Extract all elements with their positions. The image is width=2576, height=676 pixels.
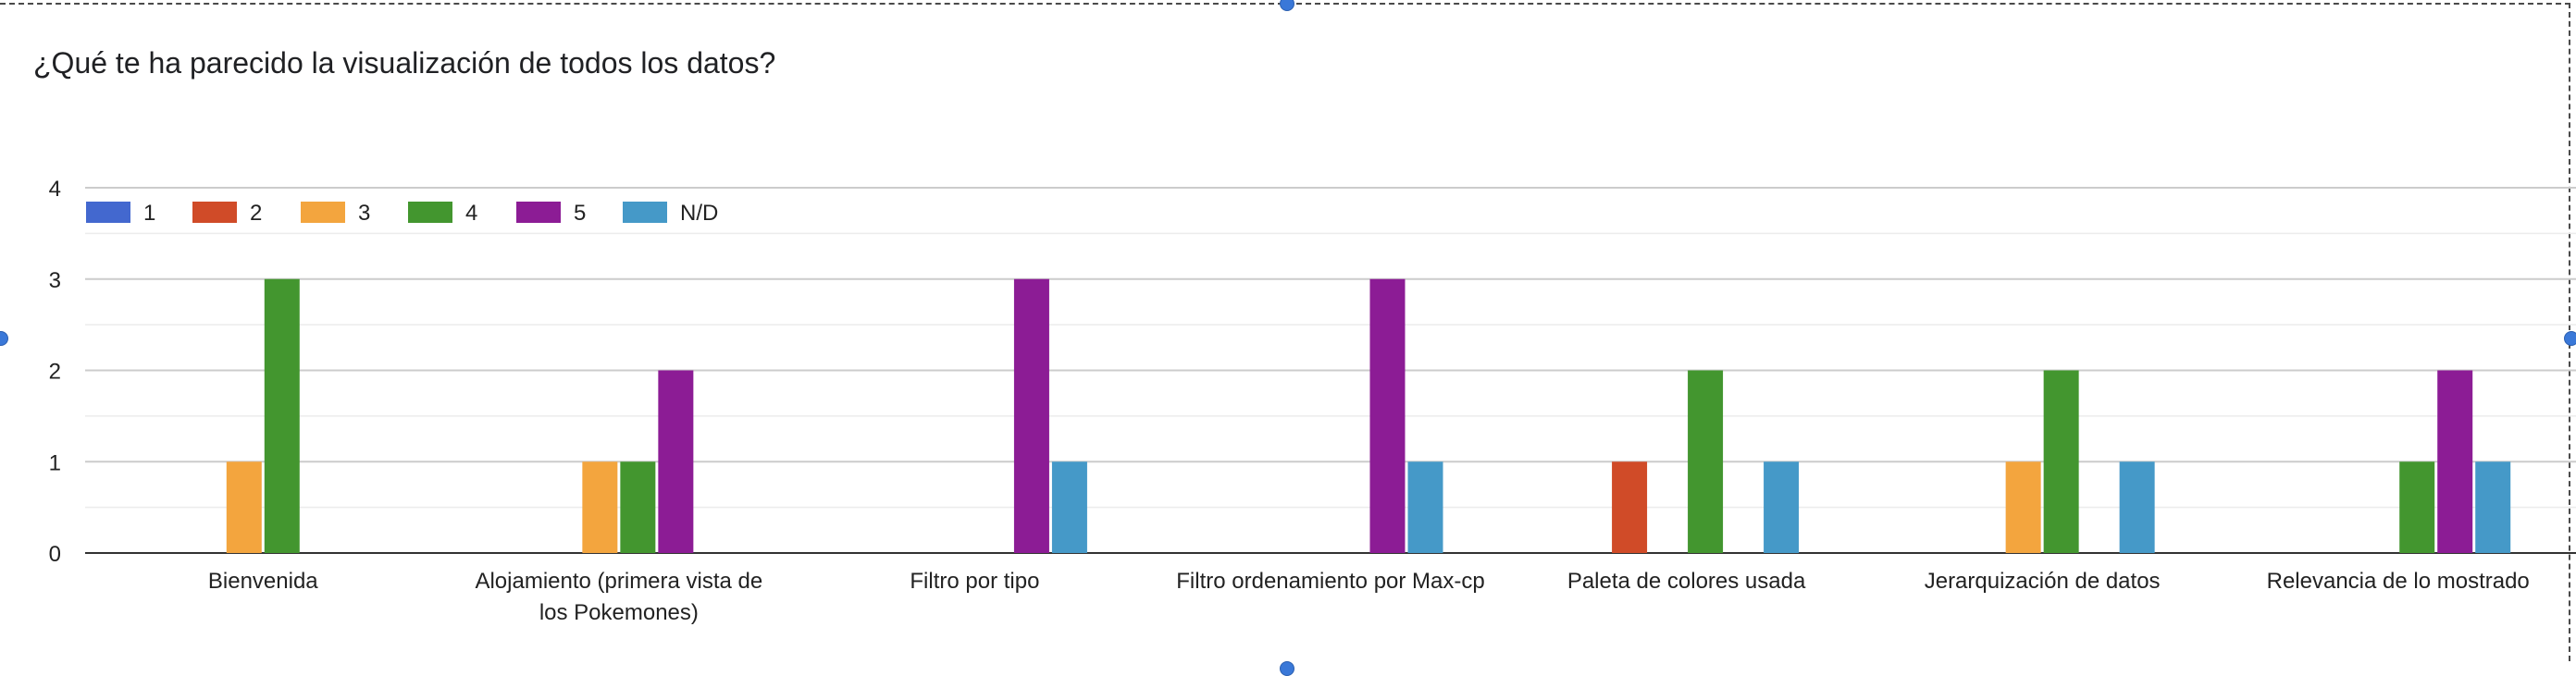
bar (1612, 461, 1648, 553)
legend-swatch (623, 202, 667, 223)
resize-handle-top[interactable] (1280, 0, 1294, 11)
legend-label: 4 (465, 201, 477, 226)
bar (226, 461, 262, 553)
bar (2399, 461, 2435, 553)
legend-label: 5 (574, 201, 586, 226)
x-category-label: Jerarquización de datos (1925, 569, 2161, 594)
y-tick-label: 1 (49, 450, 61, 475)
y-tick-label: 0 (49, 542, 61, 567)
bar (2043, 370, 2079, 553)
bar (2005, 461, 2041, 553)
x-category-label: Alojamiento (primera vista de los Pokemon… (475, 569, 762, 625)
bar (1051, 461, 1087, 553)
y-tick-label: 2 (49, 360, 61, 385)
legend-label: 1 (143, 201, 155, 226)
bar (2437, 370, 2473, 553)
x-category-label: Filtro por tipo (910, 569, 1039, 594)
chart-title: ¿Qué te ha parecido la visualización de … (33, 46, 776, 80)
y-tick-label: 4 (49, 177, 61, 202)
legend-swatch (192, 202, 237, 223)
legend-swatch (301, 202, 345, 223)
x-category-label: Relevancia de lo mostrado (2267, 569, 2530, 594)
y-tick-label: 3 (49, 268, 61, 293)
x-category-label: Bienvenida (208, 569, 318, 594)
legend-label: 2 (250, 201, 262, 226)
bar (2475, 461, 2511, 553)
resize-handle-right[interactable] (2564, 331, 2576, 346)
bar (620, 461, 656, 553)
bar (264, 278, 300, 553)
bar (658, 370, 694, 553)
bar (2119, 461, 2155, 553)
x-category-label: Filtro ordenamiento por Max-cp (1176, 569, 1484, 594)
x-category-label: Paleta de colores usada (1567, 569, 1806, 594)
bar (1407, 461, 1443, 553)
legend-label: 3 (358, 201, 370, 226)
legend-swatch (86, 202, 130, 223)
legend-swatch (516, 202, 561, 223)
bar (1369, 278, 1406, 553)
bar (1013, 278, 1049, 553)
bar (582, 461, 618, 553)
legend-label: N/D (680, 201, 718, 226)
bar (1764, 461, 1800, 553)
legend-swatch (408, 202, 452, 223)
bar (1688, 370, 1724, 553)
